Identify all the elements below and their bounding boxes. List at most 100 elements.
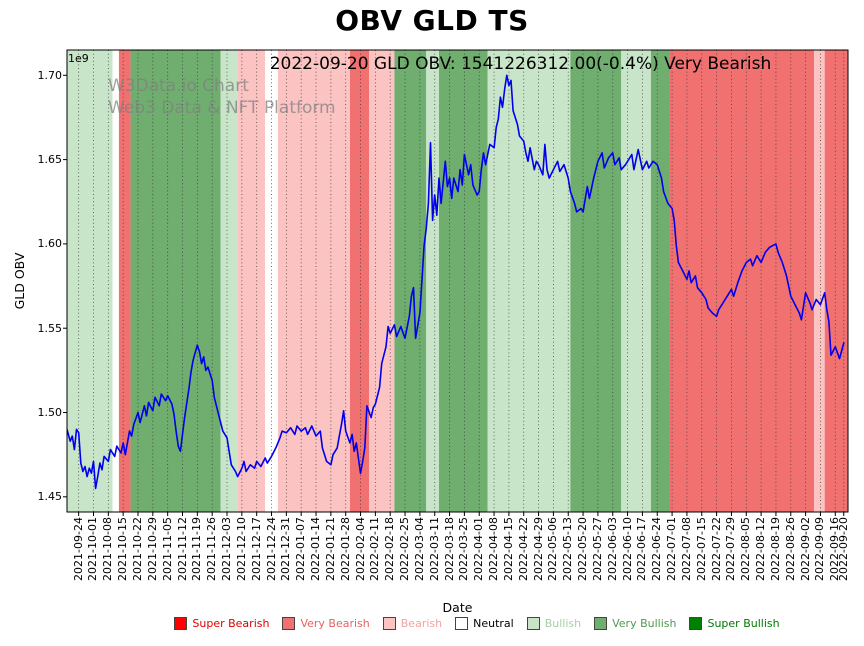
- x-tick-label: 2022-05-27: [590, 517, 604, 581]
- legend-item-bullish: Bullish: [526, 617, 582, 630]
- x-tick-label: 2021-10-01: [86, 517, 100, 581]
- sentiment-band-very-bearish: [349, 50, 370, 512]
- y-tick-label: 1.55: [37, 321, 63, 335]
- legend-label: Very Bullish: [612, 617, 677, 630]
- x-tick-label: 2022-02-25: [398, 517, 412, 581]
- x-tick-label: 2022-02-18: [383, 517, 397, 581]
- y-tick-label: 1.50: [37, 406, 63, 420]
- x-tick-label: 2021-12-03: [220, 517, 233, 581]
- sentiment-band-bullish: [220, 50, 238, 512]
- x-tick-label: 2022-01-07: [294, 517, 308, 581]
- sentiment-band-very-bullish: [570, 50, 622, 512]
- legend-swatch-very-bullish: [594, 617, 608, 630]
- legend-item-neutral: Neutral: [455, 617, 514, 630]
- x-tick-label: 2022-01-28: [338, 517, 352, 581]
- x-tick-label: 2022-07-01: [665, 517, 679, 581]
- x-tick-label: 2021-11-19: [190, 517, 204, 581]
- x-tick-label: 2021-12-31: [279, 517, 293, 581]
- sentiment-legend: Super Bearish Very Bearish Bearish Neutral B…: [90, 617, 864, 630]
- x-tick-label: 2022-05-06: [546, 517, 560, 581]
- x-tick-label: 2022-06-03: [605, 517, 619, 581]
- plot-border: [66, 49, 849, 513]
- x-tick-label: 2022-06-24: [650, 517, 664, 581]
- x-tick-label: 2021-12-24: [264, 517, 278, 581]
- x-tick-label: 2022-03-04: [412, 517, 426, 581]
- x-tick-label: 2022-03-11: [427, 517, 441, 581]
- x-tick-label: 2022-09-20: [836, 517, 850, 581]
- watermark-line2: Web3 Data & NFT Platform: [108, 98, 336, 118]
- legend-item-super-bullish: Super Bullish: [689, 617, 780, 630]
- legend-swatch-neutral: [455, 617, 469, 630]
- x-tick-label: 2022-04-29: [531, 517, 545, 581]
- legend-item-bearish: Bearish: [382, 617, 443, 630]
- sentiment-band-bullish: [621, 50, 651, 512]
- x-tick-label: 2022-01-21: [323, 517, 337, 581]
- x-tick-label: 2022-04-22: [516, 517, 530, 581]
- sentiment-band-very-bearish: [824, 50, 848, 512]
- legend-label: Bullish: [544, 617, 582, 630]
- sentiment-band-bullish: [487, 50, 571, 512]
- sentiment-band-bearish: [814, 50, 825, 512]
- legend-item-very-bullish: Very Bullish: [594, 617, 676, 630]
- x-tick-label: 2021-10-22: [131, 517, 144, 581]
- legend-label: Super Bearish: [192, 617, 270, 630]
- y-axis-offset-label: 1e9: [68, 52, 89, 65]
- tick-marks: [63, 74, 845, 516]
- legend-swatch-super-bullish: [689, 617, 703, 630]
- sentiment-band-neutral: [112, 50, 119, 512]
- sentiment-band-bullish: [426, 50, 439, 512]
- x-tick-label: 2022-03-25: [457, 517, 471, 581]
- legend-swatch-super-bearish: [174, 617, 188, 630]
- y-tick-label: 1.65: [37, 153, 63, 167]
- chart-title: OBV GLD TS: [335, 4, 529, 37]
- sentiment-band-very-bullish: [130, 50, 221, 512]
- x-tick-label: 2022-02-04: [353, 517, 367, 581]
- sentiment-bands: [67, 50, 848, 512]
- y-tick-label: 1.60: [37, 237, 63, 251]
- x-tick-label: 2021-12-17: [249, 517, 263, 581]
- x-tick-label: 2022-08-05: [739, 517, 753, 581]
- legend-swatch-very-bearish: [282, 617, 296, 630]
- gridlines: [78, 50, 845, 512]
- legend-label: Bearish: [400, 617, 443, 630]
- legend-swatch-bearish: [382, 617, 396, 630]
- x-tick-label: 2022-08-19: [768, 517, 782, 581]
- sentiment-band-very-bearish: [118, 50, 131, 512]
- x-tick-label: 2022-07-22: [709, 517, 723, 581]
- x-tick-label: 2021-11-26: [205, 517, 219, 581]
- sentiment-band-very-bullish: [438, 50, 488, 512]
- legend-label: Neutral: [473, 617, 514, 630]
- watermark-line1: W3Data.io Chart: [108, 76, 249, 96]
- x-tick-label: 2022-07-29: [724, 517, 738, 581]
- sentiment-band-very-bearish: [669, 50, 815, 512]
- x-tick-label: 2022-01-14: [309, 517, 323, 581]
- sentiment-band-bearish: [277, 50, 350, 512]
- sentiment-band-very-bullish: [394, 50, 427, 512]
- x-tick-label: 2022-04-08: [487, 517, 501, 581]
- x-tick-label: 2022-08-12: [754, 517, 768, 581]
- x-axis-label: Date: [442, 600, 473, 615]
- x-tick-label: 2022-03-18: [442, 517, 456, 581]
- x-tick-label: 2022-09-02: [798, 517, 812, 581]
- x-tick-label: 2022-06-10: [620, 517, 634, 581]
- x-tick-label: 2022-05-20: [576, 517, 590, 581]
- x-tick-label: 2022-09-09: [813, 517, 827, 581]
- x-tick-label: 2021-10-29: [145, 517, 159, 581]
- x-tick-label: 2021-12-10: [234, 517, 248, 581]
- x-tick-label: 2022-07-08: [679, 517, 693, 581]
- obv-line: [67, 74, 845, 490]
- legend-label: Super Bullish: [707, 617, 780, 630]
- x-tick-label: 2021-10-15: [116, 517, 130, 581]
- x-tick-label: 2022-05-13: [561, 517, 575, 581]
- x-tick-label: 2022-08-26: [783, 517, 797, 581]
- x-tick-label: 2021-11-05: [160, 517, 174, 581]
- x-tick-label: 2022-07-15: [694, 517, 708, 581]
- legend-swatch-bullish: [526, 617, 540, 630]
- x-tick-label: 2022-04-15: [501, 517, 515, 581]
- x-tick-label: 2022-02-11: [368, 517, 382, 581]
- sentiment-band-very-bullish: [650, 50, 670, 512]
- y-tick-label: 1.45: [37, 490, 63, 504]
- sentiment-band-bullish: [67, 50, 113, 512]
- x-tick-label: 2022-06-17: [635, 517, 649, 581]
